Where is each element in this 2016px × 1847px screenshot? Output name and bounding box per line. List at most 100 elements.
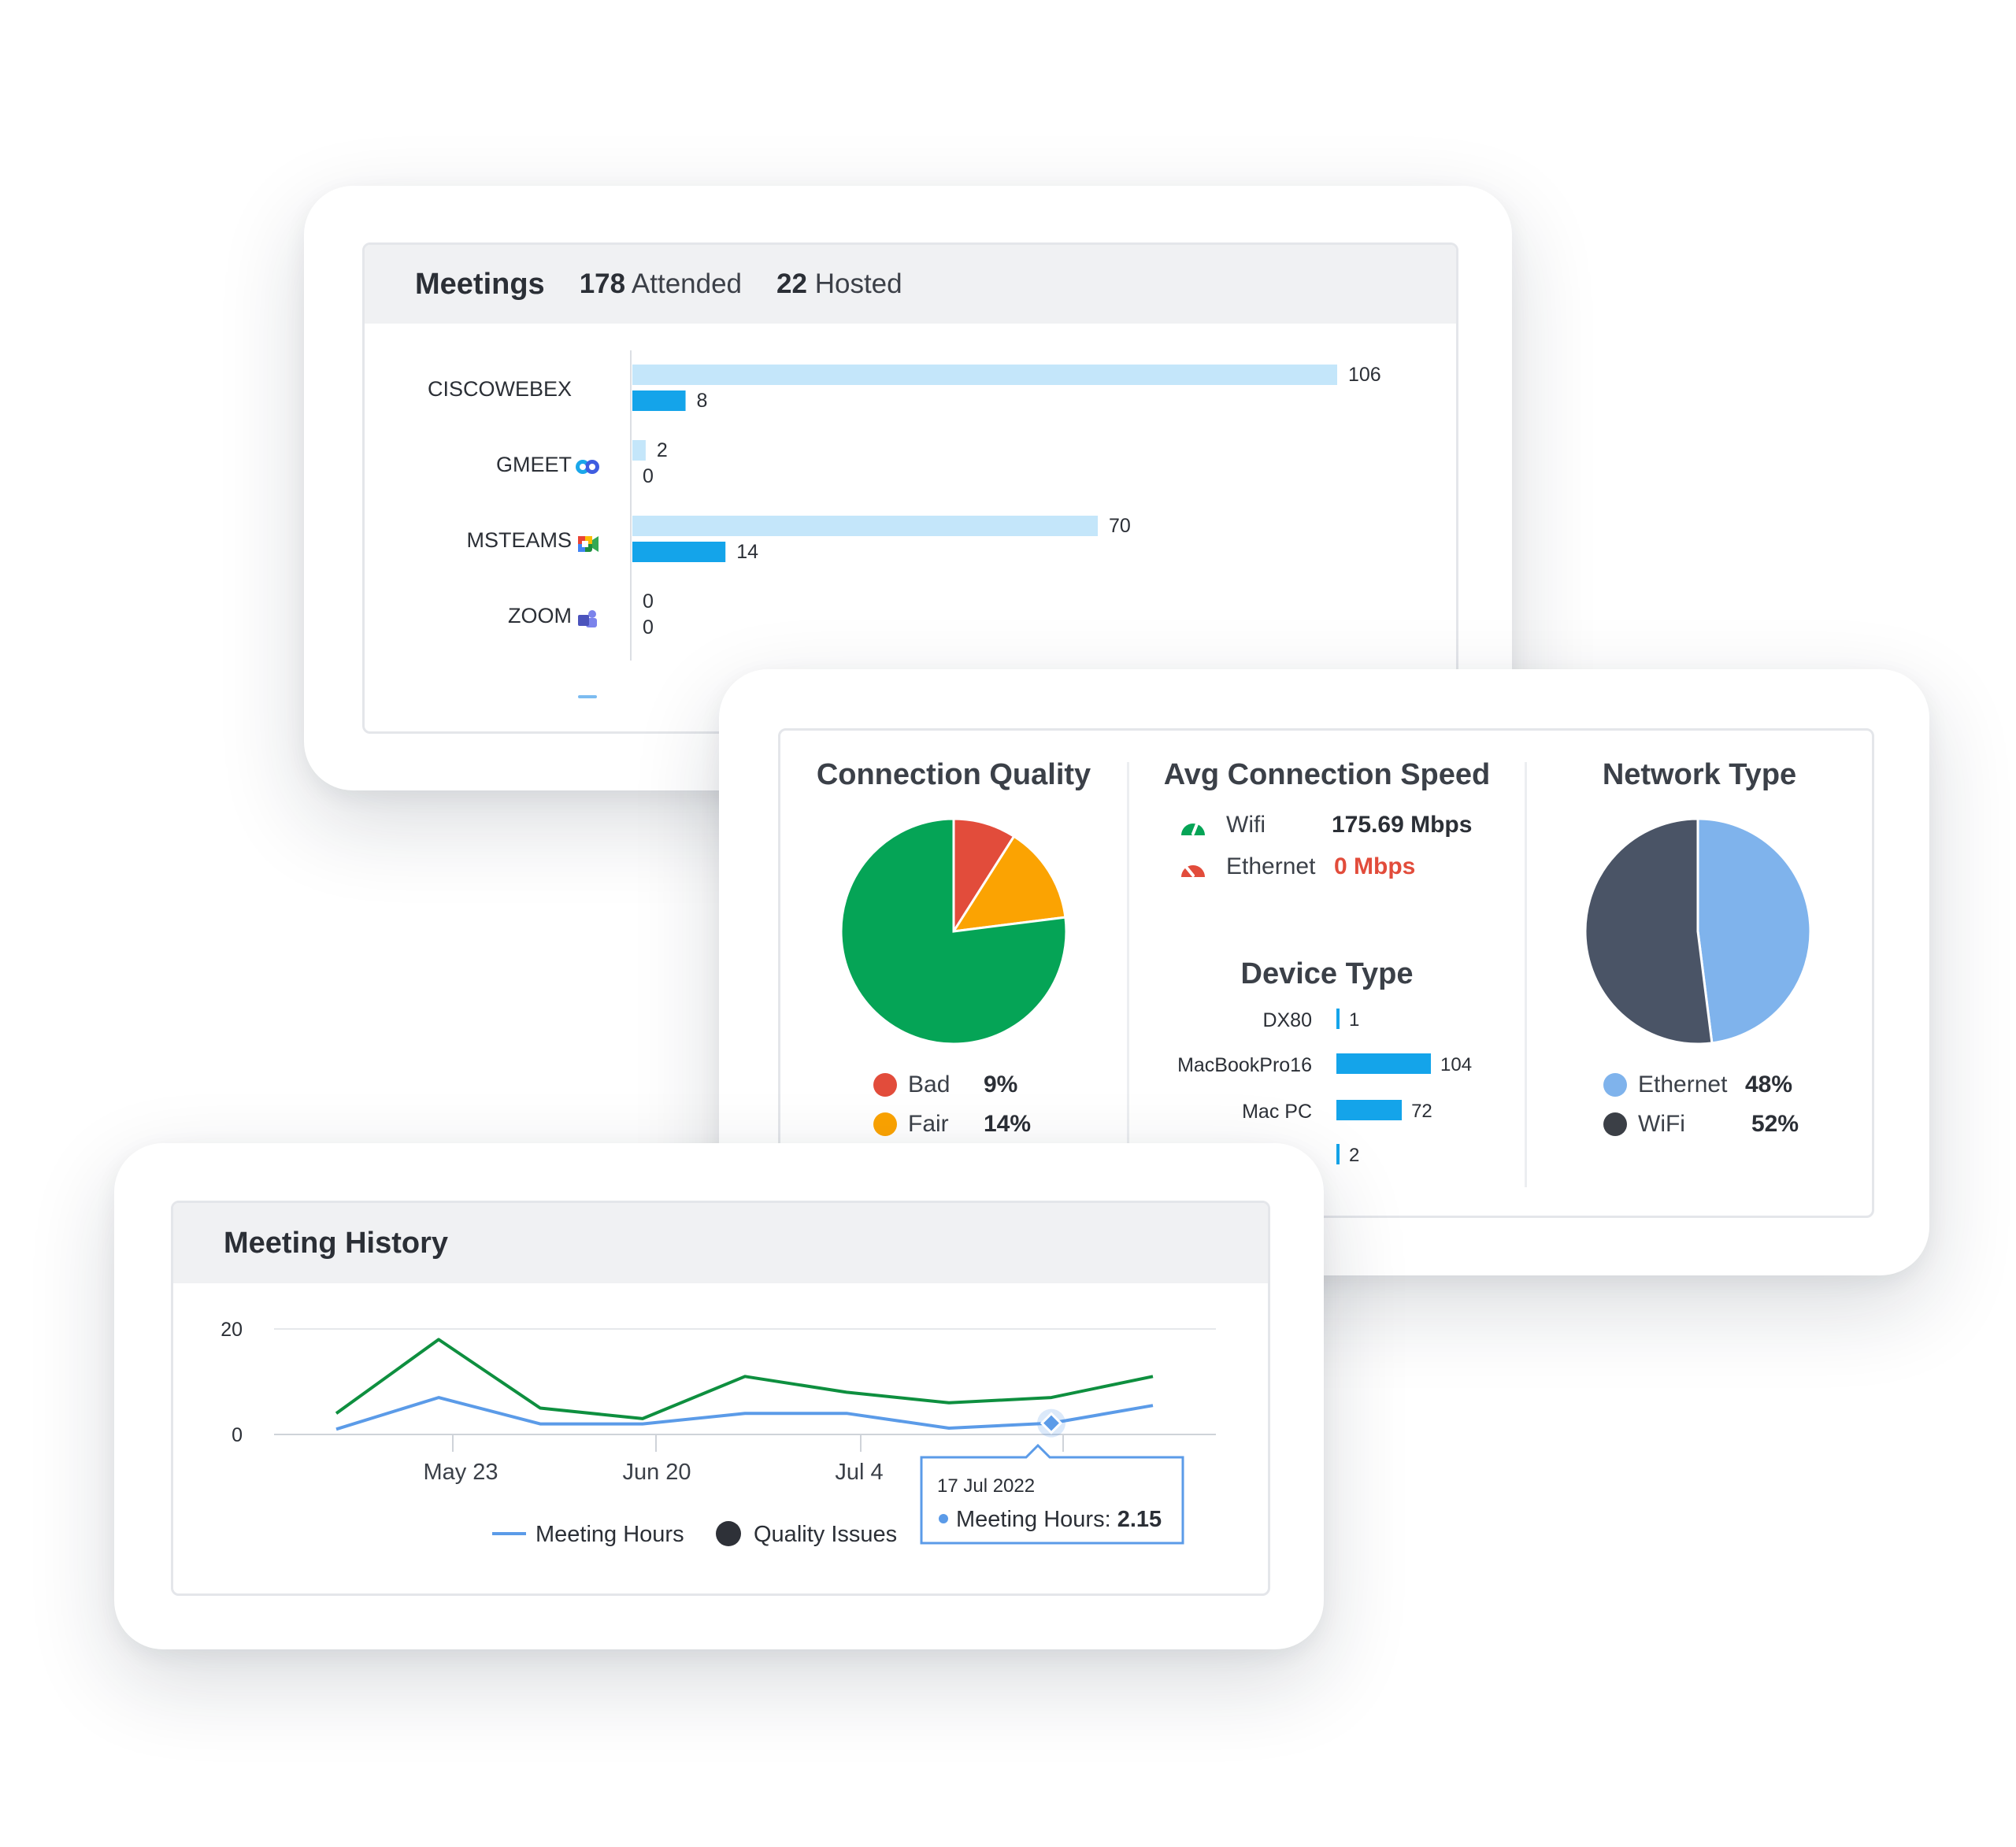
attended-count: 178 [579,268,626,299]
gmeet-icon [578,536,598,552]
device-type-title: Device Type [1240,957,1414,990]
device-bar-other [1336,1144,1340,1164]
y-tick-label-20: 20 [220,1319,243,1341]
meetings-bar-label-msteams-1: 70 [1109,515,1131,537]
network-legend-wifi: WiFi 52% [1603,1111,1840,1138]
device-category-macbookpro16: MacBookPro16 [1177,1054,1312,1076]
quality-slice-good [839,817,1068,1046]
meetings-category-gmeet: GMEET [496,453,572,476]
legend-meeting-hours-label[interactable]: Meeting Hours [536,1522,684,1547]
meetings-panel: Meetings 178 Attended 22 Hosted [362,242,1458,734]
attended-stat: 178 Attended [580,268,742,300]
network-slice-ethernet [1696,817,1812,1045]
network-type-pie [1584,817,1812,1046]
chart-tooltip: 17 Jul 2022 Meeting Hours: 2.15 [920,1443,1184,1545]
ethernet-value: 48% [1745,1072,1793,1097]
divider-left [1127,762,1129,1187]
wifi-label: WiFi [1638,1111,1685,1137]
wifi-value: 52% [1751,1111,1799,1137]
meeting-history-header: Meeting History [173,1203,1268,1283]
bad-label: Bad [908,1072,951,1097]
meetings-header: Meetings 178 Attended 22 Hosted [365,245,1456,324]
meetings-bar-msteams-2 [632,542,726,562]
avg-speed-title: Avg Connection Speed [1163,758,1491,791]
hover-point[interactable] [1040,1412,1063,1434]
meetings-bar-label-ciscowebex-1: 106 [1348,364,1381,386]
bad-value: 9% [984,1072,1018,1097]
fair-dot [873,1112,897,1136]
meetings-bar-label-msteams-2: 14 [736,541,758,563]
y-tick-label-0: 0 [232,1424,243,1446]
network-legend-ethernet: Ethernet 48% [1603,1072,1840,1098]
webex-icon [576,460,599,474]
divider-right [1525,762,1527,1187]
series-line-meeting-hours [335,1396,1154,1431]
ethernet-speed-value-text: 0 Mbps [1334,853,1416,879]
meetings-bar-label-gmeet-2: 0 [643,465,654,487]
fair-label: Fair [908,1111,949,1137]
device-bar-mac-pc [1336,1100,1403,1120]
msteams-icon [578,610,597,627]
quality-slice-fair [951,835,1067,933]
meetings-title: Meetings [415,267,545,301]
tooltip-series-dot [939,1514,948,1523]
attended-label: Attended [631,268,743,299]
meetings-category-msteams: MSTEAMS [466,528,572,552]
meetings-bar-label-ciscowebex-2: 8 [697,390,708,412]
x-tick-label-jun-20: Jun 20 [622,1460,691,1485]
ethernet-label: Ethernet [1638,1072,1728,1097]
legend-quality-issues-label[interactable]: Quality Issues [754,1522,897,1547]
wifi-speed-icon [1181,820,1205,835]
device-bar-dx80 [1336,1009,1340,1029]
zoom-icon [578,695,597,698]
wifi-speed-value-text: 175.69 Mbps [1332,812,1473,838]
connection-quality-pie [839,817,1068,1046]
ethernet-dot [1603,1073,1627,1097]
wifi-speed-value: 175.69 Mbps [1332,812,1472,838]
quality-legend-bad: Bad 9% [873,1072,1110,1098]
x-tick-label-may-23: May 23 [423,1460,498,1485]
fair-value: 14% [984,1111,1032,1137]
tooltip-value-line: Meeting Hours: 2.15 [956,1507,1162,1532]
meetings-bar-ciscowebex-1 [632,365,1337,385]
connection-panel: Connection Quality Bad 9% Fair 14% Avg C… [778,728,1874,1218]
ethernet-speed-label: Ethernet [1226,853,1316,879]
device-category-dx80: DX80 [1262,1009,1312,1031]
tooltip-box [920,1443,1184,1545]
meeting-history-title: Meeting History [224,1226,449,1260]
quality-slice-bad [952,817,1016,936]
meetings-bar-label-zoom-1: 0 [643,590,654,613]
hosted-stat: 22 Hosted [776,268,902,300]
network-type-title: Network Type [1602,758,1797,791]
quality-legend-fair: Fair 14% [873,1111,1110,1138]
ethernet-speed-row: Ethernet [1226,853,1315,880]
hosted-label: Hosted [814,268,902,299]
meetings-category-ciscowebex: CISCOWEBEX [428,377,572,401]
meetings-bar-gmeet-1 [632,440,646,461]
ethernet-speed-icon [1181,865,1205,877]
tooltip-value: 2.15 [1117,1507,1162,1532]
bad-dot [873,1073,897,1097]
wifi-dot [1603,1112,1627,1136]
device-bar-label-mac-pc: 72 [1411,1101,1432,1122]
ethernet-speed-value: 0 Mbps [1334,853,1415,880]
device-bar-label-other: 2 [1349,1145,1359,1166]
device-bar-label-dx80: 1 [1349,1009,1359,1031]
tooltip-label: Meeting Hours: [956,1507,1117,1532]
device-bar-label-macbookpro16: 104 [1440,1054,1472,1075]
meetings-category-zoom: ZOOM [508,604,572,627]
network-slice-wifi [1584,817,1714,1046]
meetings-bar-msteams-1 [632,516,1099,536]
device-type-bar-chart: DX80 1 MacBookPro16 104 Mac PC 72 2 [1177,1009,1472,1166]
wifi-speed-row: Wifi [1226,812,1266,838]
x-tick-label-jul-4: Jul 4 [835,1460,883,1485]
device-bar-macbookpro16 [1336,1053,1431,1074]
series-line-quality-issues [335,1338,1154,1420]
wifi-speed-label: Wifi [1226,812,1266,838]
hosted-count: 22 [776,268,807,299]
meeting-history-panel: Meeting History 20 0 May 23 Jun 20 Jul 4 Meet… [171,1201,1270,1596]
tooltip-date: 17 Jul 2022 [937,1475,1035,1497]
device-category-mac-pc: Mac PC [1242,1101,1312,1123]
meetings-bar-label-zoom-2: 0 [643,616,654,638]
